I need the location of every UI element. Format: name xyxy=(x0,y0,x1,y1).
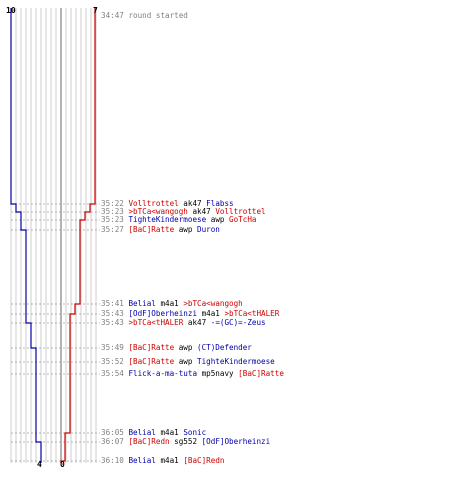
grid-lines xyxy=(10,8,97,463)
event-victim: (CT)Defender xyxy=(197,343,252,352)
event-weapon: ak47 xyxy=(178,199,207,208)
event-killer: TighteKindermoese xyxy=(128,215,207,224)
event-time: 35:27 xyxy=(101,225,129,234)
event-victim: Duron xyxy=(197,225,220,234)
event-time: 35:43 xyxy=(101,309,129,318)
event-killer: [BaC]Ratte xyxy=(128,357,175,366)
event-victim: TighteKindermoese xyxy=(197,357,275,366)
red-end-count: 0 xyxy=(60,460,65,469)
event-weapon: awp xyxy=(174,357,198,366)
event-row: 35:49 [BaC]Ratte awp (CT)Defender xyxy=(101,343,252,352)
event-weapon: awp xyxy=(174,225,198,234)
event-time: 36:10 xyxy=(101,456,129,465)
event-victim: Flabss xyxy=(206,199,234,208)
event-victim: >bTCa<tHALER xyxy=(224,309,280,318)
event-time: 35:41 xyxy=(101,299,129,308)
event-victim: GoTcHa xyxy=(229,215,257,224)
event-row: 35:43 [OdF]Oberheinzi m4a1 >bTCa<tHALER xyxy=(101,309,279,318)
event-time: 36:05 xyxy=(101,428,129,437)
event-weapon: m4a1 xyxy=(155,428,184,437)
event-row: 35:23 TighteKindermoese awp GoTcHa xyxy=(101,215,256,224)
event-killer: Belial xyxy=(128,299,156,308)
event-killer: Volltrottel xyxy=(128,199,179,208)
event-weapon: m4a1 xyxy=(155,456,184,465)
event-killer: Flick-a-ma-tuta xyxy=(128,369,198,378)
event-time: 35:23 xyxy=(101,215,129,224)
event-row: 35:43 >bTCa<tHALER ak47 -=(GC)=-Zeus xyxy=(101,318,266,327)
event-killer: Belial xyxy=(128,428,156,437)
event-weapon: sg552 xyxy=(169,437,202,446)
event-row: 36:07 [BaC]Redn sg552 [OdF]Oberheinzi xyxy=(101,437,270,446)
event-row: 35:27 [BaC]Ratte awp Duron xyxy=(101,225,220,234)
event-time: 36:07 xyxy=(101,437,129,446)
event-killer: [OdF]Oberheinzi xyxy=(128,309,198,318)
event-row: 35:22 Volltrottel ak47 Flabss xyxy=(101,199,234,208)
event-row: 35:23 >bTCa<wangogh ak47 Volltrottel xyxy=(101,207,266,216)
red-start-count: 7 xyxy=(93,6,98,15)
event-victim: -=(GC)=-Zeus xyxy=(210,318,266,327)
blue-start-count: 10 xyxy=(6,6,16,15)
event-weapon: awp xyxy=(174,343,198,352)
event-killer: [BaC]Redn xyxy=(128,437,170,446)
event-time: 35:22 xyxy=(101,199,129,208)
event-time: 35:54 xyxy=(101,369,129,378)
event-weapon: awp xyxy=(206,215,230,224)
event-time: 35:49 xyxy=(101,343,129,352)
event-guide-lines xyxy=(11,203,100,462)
blue-end-count: 4 xyxy=(37,460,42,469)
event-row: 36:10 Belial m4a1 [BaC]Redn xyxy=(101,456,224,465)
event-killer: [BaC]Ratte xyxy=(128,343,175,352)
event-victim: [BaC]Ratte xyxy=(238,369,284,378)
event-row: 35:52 [BaC]Ratte awp TighteKindermoese xyxy=(101,357,275,366)
blue-team-alive-line xyxy=(10,8,42,463)
event-row: 34:47 round started xyxy=(101,11,188,20)
event-weapon: m4a1 xyxy=(197,309,225,318)
event-row: 36:05 Belial m4a1 Sonic xyxy=(101,428,206,437)
event-victim: Volltrottel xyxy=(215,207,266,216)
event-weapon: mp5navy xyxy=(197,369,239,378)
event-time: 34:47 xyxy=(101,11,129,20)
event-weapon: m4a1 xyxy=(155,299,184,308)
red-team-alive-line xyxy=(60,8,96,463)
event-time: 35:52 xyxy=(101,357,129,366)
event-time: 35:43 xyxy=(101,318,129,327)
event-victim: Sonic xyxy=(183,428,207,437)
event-killer: [BaC]Ratte xyxy=(128,225,175,234)
event-time: 35:23 xyxy=(101,207,129,216)
event-victim: >bTCa<wangogh xyxy=(183,299,243,308)
event-victim: [OdF]Oberheinzi xyxy=(201,437,271,446)
event-killer: Belial xyxy=(128,456,156,465)
event-text: round started xyxy=(128,11,188,20)
event-victim: [BaC]Redn xyxy=(183,456,225,465)
event-killer: >bTCa<wangogh xyxy=(128,207,188,216)
event-row: 35:41 Belial m4a1 >bTCa<wangogh xyxy=(101,299,243,308)
event-killer: >bTCa<tHALER xyxy=(128,318,184,327)
event-weapon: ak47 xyxy=(187,207,216,216)
event-weapon: ak47 xyxy=(183,318,211,327)
event-row: 35:54 Flick-a-ma-tuta mp5navy [BaC]Ratte xyxy=(101,369,284,378)
